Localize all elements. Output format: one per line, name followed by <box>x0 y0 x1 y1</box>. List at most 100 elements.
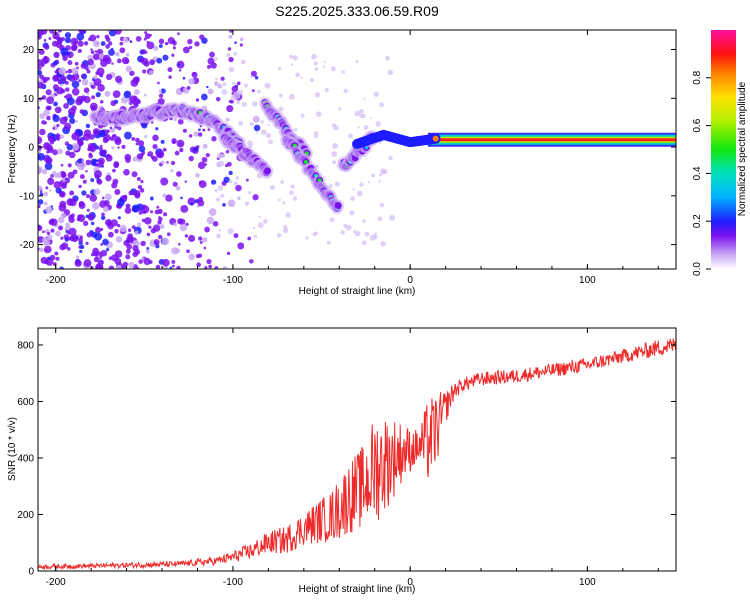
noise-speckle <box>201 156 208 163</box>
noise-speckle <box>228 100 232 104</box>
noise-speckle <box>237 89 244 95</box>
noise-speckle <box>361 240 367 246</box>
noise-speckle <box>86 92 90 96</box>
y-tick-label: -20 <box>20 240 35 251</box>
noise-speckle <box>362 219 366 223</box>
noise-speckle <box>93 40 100 48</box>
y-tick-label: 600 <box>17 397 34 408</box>
noise-speckle <box>137 140 145 147</box>
noise-speckle <box>221 153 226 158</box>
noise-speckle <box>57 225 64 231</box>
x-tick-label: -200 <box>46 275 66 286</box>
noise-speckle <box>136 153 144 160</box>
noise-speckle <box>62 55 68 62</box>
noise-speckle <box>245 178 249 182</box>
noise-speckle <box>119 41 124 46</box>
noise-speckle <box>313 61 318 66</box>
noise-speckle <box>53 36 57 40</box>
noise-speckle <box>258 215 261 219</box>
noise-speckle <box>354 110 360 117</box>
noise-speckle <box>134 89 140 95</box>
noise-speckle <box>157 81 160 85</box>
noise-speckle <box>292 54 298 61</box>
noise-speckle <box>56 123 60 128</box>
noise-speckle <box>38 81 44 89</box>
noise-speckle <box>67 60 73 66</box>
noise-speckle <box>206 64 212 69</box>
noise-speckle <box>130 79 139 87</box>
colorbar-tick-label: 0.4 <box>692 166 703 180</box>
noise-speckle <box>158 44 163 48</box>
noise-speckle <box>81 78 89 86</box>
noise-speckle <box>220 76 225 81</box>
noise-speckle <box>208 264 212 269</box>
noise-speckle <box>210 179 217 185</box>
noise-speckle <box>46 234 53 241</box>
noise-speckle <box>45 89 52 96</box>
noise-speckle <box>369 117 372 120</box>
noise-speckle <box>71 67 79 75</box>
noise-speckle <box>169 266 173 269</box>
noise-speckle <box>217 185 224 191</box>
noise-speckle <box>114 75 123 83</box>
noise-speckle <box>340 230 345 235</box>
noise-speckle <box>121 144 126 149</box>
noise-speckle <box>165 194 173 202</box>
noise-speckle <box>99 100 104 104</box>
noise-speckle <box>43 78 47 82</box>
noise-speckle <box>116 58 122 64</box>
noise-speckle <box>75 98 83 106</box>
noise-speckle <box>85 241 89 246</box>
noise-speckle <box>95 91 101 98</box>
noise-speckle <box>205 152 210 158</box>
noise-speckle <box>59 192 65 197</box>
noise-speckle <box>282 201 286 205</box>
noise-speckle <box>369 234 376 241</box>
noise-speckle <box>38 153 45 161</box>
noise-speckle <box>212 221 219 227</box>
noise-speckle <box>206 216 215 225</box>
noise-speckle <box>188 253 195 261</box>
noise-speckle <box>231 85 239 93</box>
noise-speckle <box>309 78 314 83</box>
noise-speckle <box>174 248 181 254</box>
noise-speckle <box>280 180 284 184</box>
noise-speckle <box>222 203 226 207</box>
noise-speckle <box>71 132 80 141</box>
noise-speckle <box>194 41 200 47</box>
noise-speckle <box>137 184 143 190</box>
noise-speckle <box>371 173 376 178</box>
noise-speckle <box>55 133 61 138</box>
noise-speckle <box>343 88 348 94</box>
snr-plot-area <box>38 328 676 571</box>
noise-speckle <box>266 133 272 139</box>
noise-speckle <box>112 90 121 99</box>
noise-speckle <box>141 218 146 223</box>
noise-speckle <box>83 87 90 94</box>
noise-speckle <box>197 253 203 258</box>
noise-speckle <box>204 266 208 269</box>
y-tick-label: -10 <box>20 191 35 202</box>
noise-speckle <box>74 259 82 267</box>
noise-speckle <box>38 48 45 55</box>
noise-speckle <box>110 219 118 227</box>
noise-speckle <box>71 105 77 111</box>
noise-speckle <box>71 142 80 151</box>
noise-speckle <box>71 80 80 89</box>
noise-speckle <box>278 93 283 98</box>
noise-speckle <box>77 139 82 144</box>
noise-speckle <box>144 33 151 40</box>
noise-speckle <box>387 69 394 76</box>
noise-speckle <box>343 223 348 229</box>
noise-speckle <box>187 197 196 206</box>
noise-speckle <box>374 232 377 235</box>
noise-speckle <box>124 58 130 64</box>
noise-speckle <box>81 190 87 196</box>
noise-speckle <box>149 59 155 66</box>
noise-speckle <box>187 38 193 45</box>
noise-speckle <box>94 174 100 180</box>
noise-speckle <box>119 224 127 233</box>
noise-speckle <box>209 51 215 58</box>
noise-speckle <box>90 85 94 89</box>
noise-speckle <box>125 203 131 209</box>
